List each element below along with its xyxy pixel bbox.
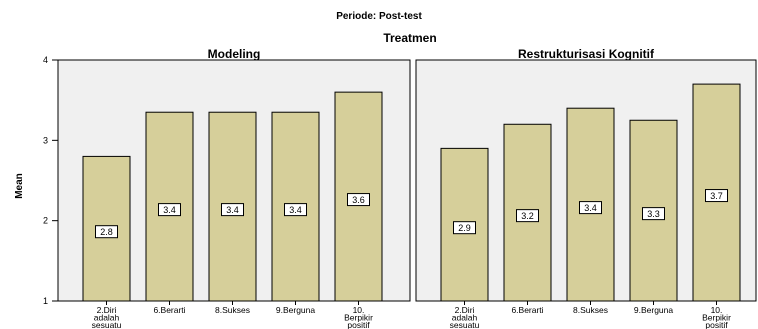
chart-title: Periode: Post-test [336, 11, 422, 22]
data-label-box [158, 203, 181, 217]
x-tick-label: 8.Sukses [215, 305, 250, 315]
data-label-box [642, 207, 665, 221]
data-label-box [579, 201, 602, 215]
group-title: Treatmen [383, 31, 436, 45]
data-label: 3.4 [226, 205, 239, 215]
data-label-box [516, 209, 539, 223]
y-tick-label: 2 [43, 216, 48, 226]
y-tick-label: 1 [43, 296, 48, 306]
data-label: 3.4 [584, 203, 597, 213]
data-label: 3.4 [289, 205, 302, 215]
x-tick-label: 2.Diri adalah sesuatu [450, 305, 480, 329]
data-label: 3.3 [647, 209, 660, 219]
data-label: 3.2 [521, 211, 534, 221]
y-tick-label: 3 [43, 135, 48, 145]
data-label: 2.9 [458, 223, 471, 233]
data-label-box [347, 193, 370, 207]
data-label-box [284, 203, 307, 217]
x-tick-label: 8.Sukses [573, 305, 608, 315]
panel-title: Modeling [208, 47, 261, 61]
data-label-box [453, 221, 476, 235]
y-tick-label: 4 [43, 55, 48, 65]
data-label: 3.7 [710, 191, 723, 201]
x-tick-label: 10. Berpikir positif [344, 305, 373, 329]
data-label-box [221, 203, 244, 217]
x-tick-label: 6.Berarti [153, 305, 185, 315]
x-tick-label: 6.Berarti [511, 305, 543, 315]
data-label: 3.6 [352, 195, 365, 205]
y-axis-label: Mean [14, 173, 25, 199]
x-tick-label: 9.Berguna [634, 305, 673, 315]
data-label: 3.4 [163, 205, 176, 215]
x-tick-label: 2.Diri adalah sesuatu [92, 305, 122, 329]
x-tick-label: 9.Berguna [276, 305, 315, 315]
data-label-box [705, 189, 728, 203]
data-label: 2.8 [100, 227, 113, 237]
data-label-box [95, 225, 118, 239]
x-tick-label: 10. Berpikir positif [702, 305, 731, 329]
panel-title: Restrukturisasi Kognitif [518, 47, 655, 61]
